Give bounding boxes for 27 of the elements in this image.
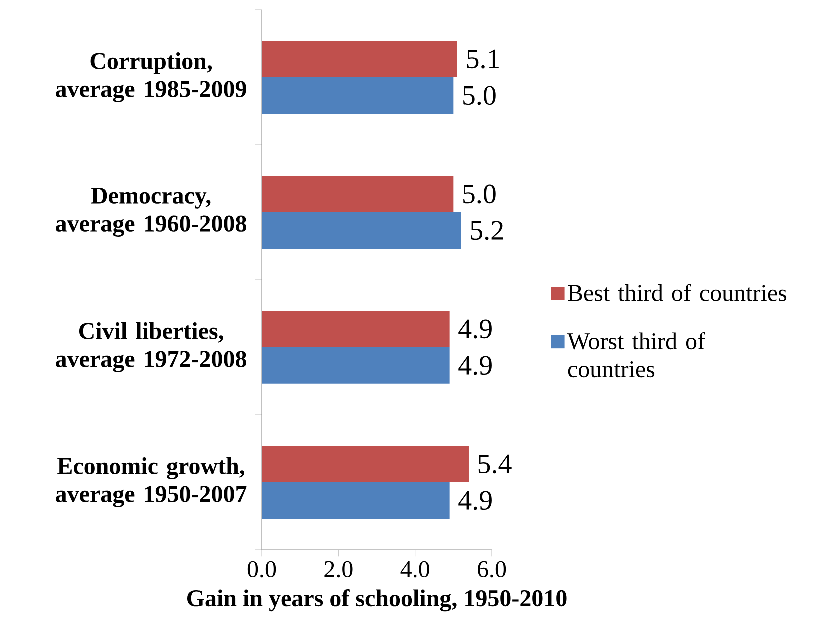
bar xyxy=(262,176,454,212)
x-axis-title: Gain in years of schooling, 1950-2010 xyxy=(187,589,567,612)
bar xyxy=(262,212,462,249)
data-label: 4.9 xyxy=(458,320,492,339)
data-label: 5.0 xyxy=(464,184,496,204)
data-label: 5.0 xyxy=(464,86,496,106)
data-label: 4.9 xyxy=(458,491,492,510)
data-label: 4.9 xyxy=(458,356,492,376)
y-tick-label: Economic growth, average 1950-2007 xyxy=(56,458,247,508)
data-label: 5.2 xyxy=(471,221,504,240)
x-tick-label: 6.0 xyxy=(478,561,506,578)
y-tick-label: Corruption, average 1985-2009 xyxy=(56,52,246,102)
y-tick-label: Civil liberties, average 1972-2008 xyxy=(56,322,246,372)
bar xyxy=(262,347,450,384)
bar xyxy=(262,311,450,348)
x-tick-label: 2.0 xyxy=(324,561,353,578)
legend-label: Worst third of countries xyxy=(567,332,706,378)
x-tick-label: 0.0 xyxy=(248,561,276,578)
y-tick-label: Democracy, average 1960-2008 xyxy=(56,188,246,237)
bar xyxy=(262,41,458,78)
legend-label: Best third of countries xyxy=(568,284,787,302)
bar xyxy=(262,77,454,114)
data-label: 5.1 xyxy=(467,50,500,69)
x-tick-label: 4.0 xyxy=(400,561,430,578)
bar xyxy=(262,482,450,519)
bar xyxy=(262,446,469,482)
data-label: 5.4 xyxy=(478,454,512,474)
